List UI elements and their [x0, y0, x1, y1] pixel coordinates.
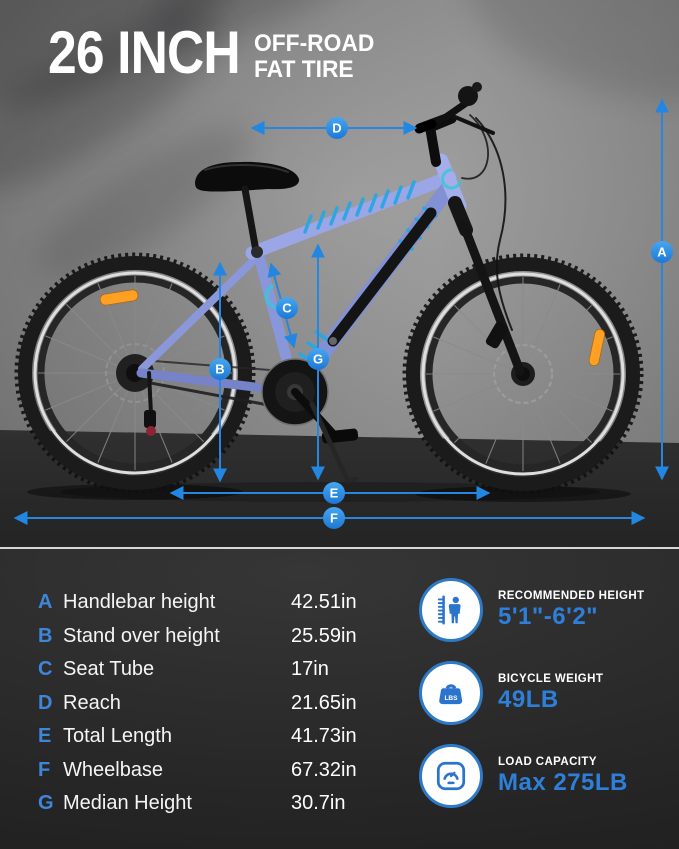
- badge-value: 49LB: [498, 685, 559, 713]
- brake-cable: [475, 117, 513, 331]
- rear-reflector: [99, 289, 139, 306]
- spec-name: Seat Tube: [63, 658, 155, 681]
- spec-letter: F: [38, 758, 51, 781]
- title-block: 26 INCH OFF-ROAD FAT TIRE: [48, 22, 408, 102]
- svg-text:G: G: [313, 352, 323, 367]
- spec-row-f: F Wheelbase 67.32in: [38, 754, 357, 788]
- spec-letter: G: [38, 792, 54, 815]
- spec-row-a: A Handlebar height 42.51in: [38, 586, 357, 620]
- bike-dimension-diagram: A B C D E F G: [13, 82, 673, 529]
- marker-b: B: [209, 358, 231, 380]
- svg-text:F: F: [330, 511, 338, 526]
- spec-value: 17in: [291, 658, 329, 681]
- spec-value: 30.7in: [291, 792, 346, 815]
- spec-name: Handlebar height: [63, 591, 216, 614]
- badge-label: LOAD CAPACITY: [498, 755, 597, 768]
- spec-value: 42.51in: [291, 591, 357, 614]
- head-tube-logo: [441, 168, 462, 190]
- spec-name: Stand over height: [63, 624, 220, 647]
- bell: [458, 86, 478, 106]
- spec-letter: D: [38, 691, 53, 714]
- steerer: [425, 122, 441, 167]
- badge-label: RECOMMENDED HEIGHT: [498, 589, 645, 602]
- badge-load-capacity: LOAD CAPACITY Max 275LB: [419, 744, 644, 808]
- spec-letter: C: [38, 658, 53, 681]
- letter-markers: A B C D E F G: [209, 117, 673, 529]
- photo-section: A B C D E F G 26 INCH OFF-ROAD FAT TIRE: [0, 0, 679, 547]
- svg-text:C: C: [282, 301, 292, 316]
- subtitle-line2: FAT TIRE: [254, 56, 354, 83]
- derailleur: [147, 371, 153, 416]
- marker-c: C: [276, 297, 298, 319]
- seat-stay: [138, 254, 260, 373]
- spec-row-c: C Seat Tube 17in: [38, 653, 357, 687]
- svg-text:D: D: [332, 121, 341, 136]
- spec-table: A Handlebar height 42.51in B Stand over …: [38, 586, 357, 821]
- marker-g: G: [307, 348, 329, 370]
- height-ruler-icon: [419, 578, 483, 642]
- seat-post: [241, 185, 260, 255]
- marker-f: F: [323, 507, 345, 529]
- badge-label: BICYCLE WEIGHT: [498, 672, 604, 685]
- badge-list: RECOMMENDED HEIGHT 5'1"-6'2" LBS BICYCLE…: [419, 578, 644, 827]
- spec-panel: A Handlebar height 42.51in B Stand over …: [0, 547, 679, 849]
- spec-letter: A: [38, 591, 53, 614]
- svg-text:B: B: [215, 362, 224, 377]
- marker-d: D: [326, 117, 348, 139]
- top-tube: [245, 170, 457, 260]
- saddle: [195, 161, 300, 192]
- spec-value: 21.65in: [291, 691, 357, 714]
- page-title: 26 INCH: [48, 19, 241, 86]
- spec-row-d: D Reach 21.65in: [38, 687, 357, 721]
- svg-text:A: A: [657, 245, 667, 260]
- spec-value: 67.32in: [291, 758, 357, 781]
- spec-name: Wheelbase: [63, 758, 164, 781]
- spec-name: Median Height: [63, 792, 192, 815]
- spec-value: 25.59in: [291, 624, 357, 647]
- svg-text:E: E: [330, 486, 339, 501]
- lbs-label: LBS: [444, 695, 458, 702]
- spec-row-e: E Total Length 41.73in: [38, 720, 357, 754]
- badge-value: Max 275LB: [498, 768, 628, 796]
- spec-row-b: B Stand over height 25.59in: [38, 620, 357, 654]
- spec-letter: B: [38, 624, 53, 647]
- badge-value: 5'1"-6'2": [498, 602, 599, 630]
- battery-tube: [327, 207, 437, 347]
- front-wheel: [402, 253, 644, 495]
- marker-e: E: [323, 482, 345, 504]
- front-fork: [459, 221, 525, 376]
- grip: [414, 119, 437, 134]
- marker-a: A: [651, 241, 673, 263]
- spec-letter: E: [38, 725, 52, 748]
- weight-lbs-icon: LBS: [419, 661, 483, 725]
- page-subtitle: OFF-ROAD FAT TIRE: [254, 31, 374, 83]
- load-scale-icon: [419, 744, 483, 808]
- badge-bicycle-weight: LBS BICYCLE WEIGHT 49LB: [419, 661, 644, 725]
- spec-name: Reach: [63, 691, 121, 714]
- spec-row-g: G Median Height 30.7in: [38, 787, 357, 821]
- brake-caliper: [485, 321, 509, 349]
- subtitle-line1: OFF-ROAD: [254, 30, 375, 57]
- badge-recommended-height: RECOMMENDED HEIGHT 5'1"-6'2": [419, 578, 644, 642]
- front-reflector: [588, 328, 606, 367]
- spec-value: 41.73in: [291, 725, 357, 748]
- spec-name: Total Length: [63, 725, 172, 748]
